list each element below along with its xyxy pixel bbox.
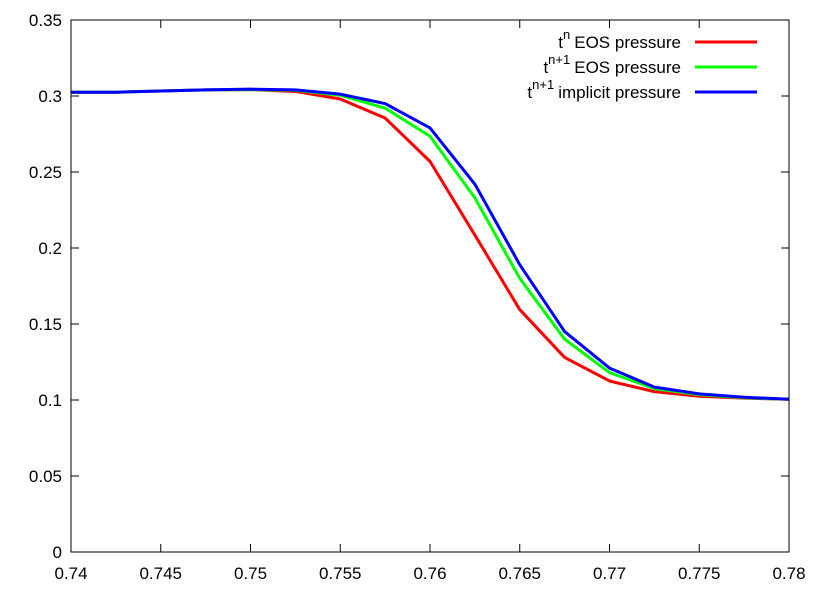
y-tick-label: 0.2 <box>38 239 62 258</box>
legend-label-name: EOS pressure <box>574 58 681 77</box>
legend-label: tn+1 implicit pressure <box>527 77 681 102</box>
y-tick-label: 0.25 <box>29 163 62 182</box>
legend-label-prefix: t <box>543 58 548 77</box>
legend-label-name: EOS pressure <box>574 33 681 52</box>
legend-label: tn EOS pressure <box>558 27 681 52</box>
plot-frame <box>70 19 790 553</box>
legend-label-superscript: n <box>563 27 570 42</box>
y-tick-label: 0.3 <box>38 87 62 106</box>
legend-entry-2: tn+1 implicit pressure <box>527 77 757 102</box>
x-tick-label: 0.745 <box>139 564 182 583</box>
x-tick-label: 0.765 <box>498 564 541 583</box>
axis-ticks: 0.74 0.745 0.75 0.755 0.76 0.765 0.77 0.775 0.78… <box>29 11 806 583</box>
x-tick-label: 0.775 <box>678 564 721 583</box>
x-tick-label: 0.75 <box>234 564 267 583</box>
x-tick-label: 0.74 <box>54 564 87 583</box>
x-tick-label: 0.78 <box>772 564 805 583</box>
legend-label-superscript: n+1 <box>532 77 554 92</box>
legend-entry-0: tn EOS pressure <box>558 27 757 52</box>
y-tick-label: 0.35 <box>29 11 62 30</box>
legend-label-superscript: n+1 <box>548 52 570 67</box>
x-tick-label: 0.76 <box>413 564 446 583</box>
legend-label: tn+1 EOS pressure <box>543 52 681 77</box>
legend-entry-1: tn+1 EOS pressure <box>543 52 757 77</box>
series-line-2 <box>71 87 790 401</box>
series-line-1 <box>71 88 790 401</box>
legend-label-prefix: t <box>527 83 532 102</box>
y-tick-label: 0.05 <box>29 467 62 486</box>
x-tick-label: 0.77 <box>593 564 626 583</box>
legend-label-name: implicit pressure <box>558 83 681 102</box>
y-tick-label: 0.1 <box>38 391 62 410</box>
y-tick-label: 0 <box>53 543 62 562</box>
x-tick-label: 0.755 <box>319 564 362 583</box>
series-lines <box>71 87 790 401</box>
y-tick-label: 0.15 <box>29 315 62 334</box>
legend-label-prefix: t <box>558 33 563 52</box>
